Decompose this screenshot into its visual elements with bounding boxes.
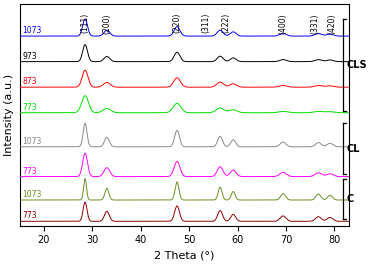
Text: 773: 773 [22,103,37,112]
Text: C: C [347,194,354,204]
Text: 1073: 1073 [22,137,42,146]
Text: 873: 873 [22,77,37,86]
Text: (311): (311) [202,13,211,33]
Text: (400): (400) [279,13,288,34]
Text: 1073: 1073 [22,190,42,199]
Text: (222): (222) [221,13,230,33]
Text: CL: CL [347,144,360,154]
X-axis label: 2 Theta (°): 2 Theta (°) [154,251,215,261]
Text: (111): (111) [81,13,90,33]
Text: 1073: 1073 [22,26,42,35]
Y-axis label: Intensity (a.u.): Intensity (a.u.) [4,74,14,156]
Text: CLS: CLS [347,60,368,70]
Text: (200): (200) [102,13,111,34]
Text: (420): (420) [327,13,336,34]
Text: 773: 773 [22,167,37,176]
Text: (220): (220) [173,13,182,33]
Text: 973: 973 [22,52,37,61]
Text: (331): (331) [311,13,320,34]
Text: 773: 773 [22,211,37,220]
